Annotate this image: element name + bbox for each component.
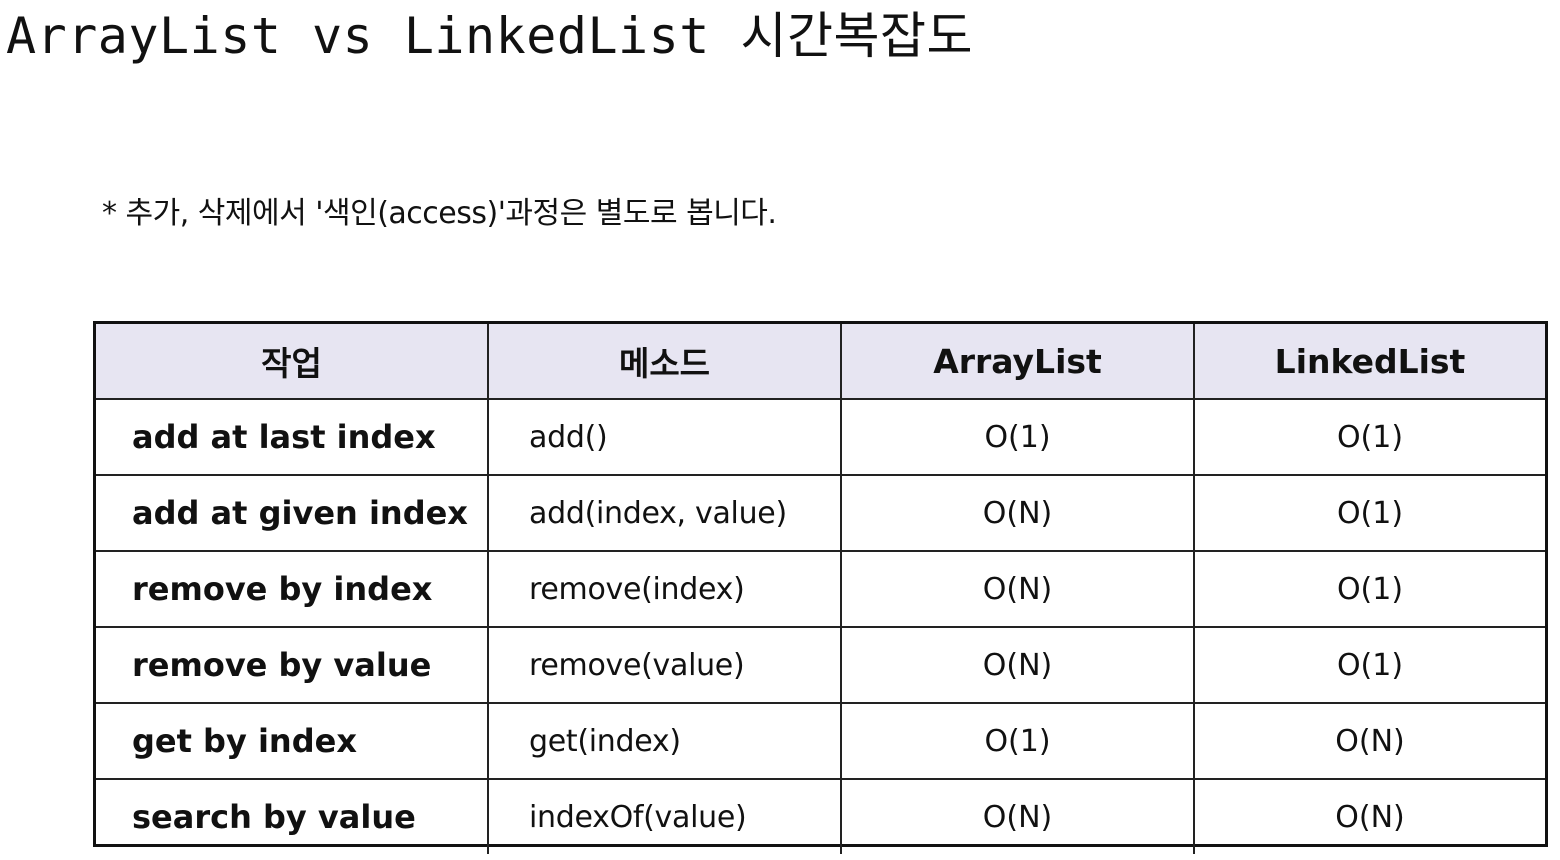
- table-header-row: 작업 메소드 ArrayList LinkedList: [96, 324, 1545, 400]
- linkedlist-complexity-cell: O(N): [1193, 702, 1545, 780]
- operation-cell: add at last index: [96, 398, 489, 476]
- method-cell: add(index, value): [487, 474, 842, 552]
- operation-cell: remove by value: [96, 626, 489, 704]
- method-cell: indexOf(value): [487, 778, 842, 854]
- operation-cell: add at given index: [96, 474, 489, 552]
- arraylist-complexity-cell: O(1): [840, 398, 1195, 476]
- method-cell: remove(value): [487, 626, 842, 704]
- header-operation: 작업: [96, 324, 489, 400]
- linkedlist-complexity-cell: O(1): [1193, 550, 1545, 628]
- operation-cell: get by index: [96, 702, 489, 780]
- table-row: remove by value remove(value) O(N) O(1): [96, 626, 1545, 704]
- complexity-table-grid: 작업 메소드 ArrayList LinkedList add at last …: [96, 324, 1545, 854]
- linkedlist-complexity-cell: O(N): [1193, 778, 1545, 854]
- method-cell: get(index): [487, 702, 842, 780]
- arraylist-complexity-cell: O(N): [840, 550, 1195, 628]
- complexity-table: 작업 메소드 ArrayList LinkedList add at last …: [93, 321, 1548, 854]
- method-cell: add(): [487, 398, 842, 476]
- page-title: ArrayList vs LinkedList 시간복잡도: [6, 7, 973, 65]
- linkedlist-complexity-cell: O(1): [1193, 398, 1545, 476]
- linkedlist-complexity-cell: O(1): [1193, 474, 1545, 552]
- table-row: add at last index add() O(1) O(1): [96, 398, 1545, 476]
- linkedlist-complexity-cell: O(1): [1193, 626, 1545, 704]
- note-text: * 추가, 삭제에서 '색인(access)'과정은 별도로 봅니다.: [102, 196, 777, 231]
- header-arraylist: ArrayList: [840, 324, 1195, 400]
- method-cell: remove(index): [487, 550, 842, 628]
- table-row: add at given index add(index, value) O(N…: [96, 474, 1545, 552]
- arraylist-complexity-cell: O(N): [840, 474, 1195, 552]
- arraylist-complexity-cell: O(1): [840, 702, 1195, 780]
- header-linkedlist: LinkedList: [1193, 324, 1545, 400]
- arraylist-complexity-cell: O(N): [840, 626, 1195, 704]
- header-method: 메소드: [487, 324, 842, 400]
- table-row: search by value indexOf(value) O(N) O(N): [96, 778, 1545, 854]
- operation-cell: search by value: [96, 778, 489, 854]
- table-row: remove by index remove(index) O(N) O(1): [96, 550, 1545, 628]
- table-row: get by index get(index) O(1) O(N): [96, 702, 1545, 780]
- arraylist-complexity-cell: O(N): [840, 778, 1195, 854]
- operation-cell: remove by index: [96, 550, 489, 628]
